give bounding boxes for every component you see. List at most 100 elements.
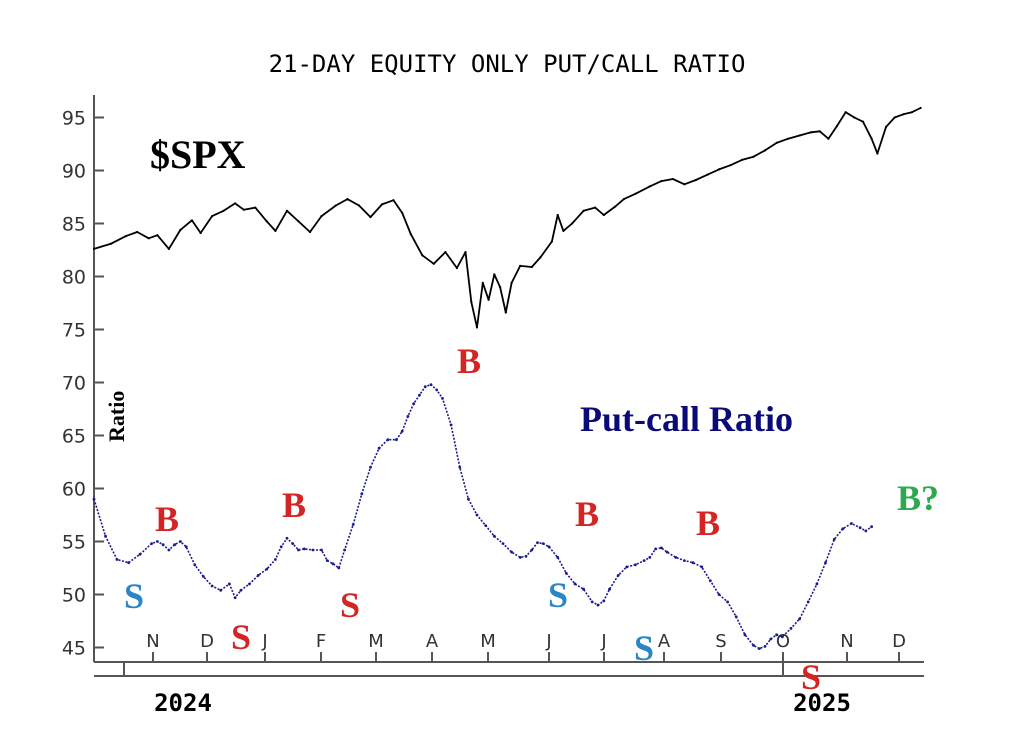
put-call-point — [824, 561, 827, 565]
spx-point — [614, 205, 617, 208]
spx-point — [556, 213, 559, 217]
spx-point — [818, 130, 821, 133]
put-call-series-line — [93, 383, 873, 650]
put-call-point — [510, 550, 513, 554]
put-call-point — [400, 429, 404, 433]
year-label: 2025 — [793, 689, 851, 717]
put-call-point — [789, 627, 793, 630]
put-call-point — [279, 545, 283, 549]
put-call-point — [202, 575, 205, 578]
put-call-point — [492, 534, 496, 538]
y-tick-label: 65 — [62, 426, 86, 448]
put-call-point — [524, 554, 528, 558]
put-call-point — [92, 497, 96, 501]
y-tick-label: 60 — [62, 479, 86, 501]
spx-point — [622, 198, 626, 201]
buy-signal-label: B — [696, 503, 720, 543]
month-label: S — [715, 631, 726, 652]
month-label: J — [600, 631, 606, 652]
spx-point — [285, 209, 289, 212]
spx-point — [499, 286, 502, 289]
spx-point — [827, 137, 830, 140]
put-call-point — [184, 545, 188, 549]
put-call-point — [518, 556, 522, 559]
put-call-point — [691, 561, 695, 565]
spx-point — [432, 262, 435, 265]
spx-point — [369, 216, 372, 219]
put-call-point — [127, 561, 130, 565]
put-call-point — [832, 538, 836, 541]
put-call-point — [608, 587, 611, 591]
put-call-point — [763, 645, 767, 648]
put-call-point — [343, 548, 346, 552]
spx-point — [254, 206, 257, 209]
spx-point — [464, 251, 467, 254]
spx-point — [519, 264, 522, 267]
put-call-point — [602, 599, 606, 603]
spx-point — [870, 137, 873, 140]
spx-point — [775, 141, 778, 144]
put-call-point — [530, 548, 534, 552]
put-call-point — [395, 438, 398, 442]
spx-point — [346, 198, 349, 201]
put-call-point — [864, 529, 868, 533]
put-call-point — [360, 492, 364, 496]
month-label: M — [368, 631, 384, 652]
put-call-series-label: Put-call Ratio — [580, 399, 793, 439]
put-call-point — [541, 542, 545, 545]
y-tick-label: 95 — [62, 108, 86, 130]
put-call-point — [423, 385, 427, 389]
put-call-point — [219, 588, 223, 592]
annotations: $SPX Put-call Ratio B B B B B B? S S S S S S — [124, 132, 939, 697]
y-axis-label: Ratio — [104, 391, 129, 442]
put-call-point — [590, 600, 594, 604]
put-call-point — [449, 423, 453, 427]
spx-point — [222, 209, 225, 212]
put-call-point — [616, 574, 620, 577]
spx-point — [156, 234, 159, 237]
put-call-point — [351, 523, 355, 526]
put-call-point — [173, 543, 177, 547]
spx-point — [798, 134, 801, 137]
spx-point — [392, 199, 395, 202]
spx-point — [876, 152, 879, 155]
spx-point — [884, 125, 888, 129]
put-call-point — [291, 542, 295, 545]
put-call-point — [429, 383, 433, 386]
spx-point — [683, 183, 686, 186]
spx-point — [199, 231, 202, 235]
spx-point — [190, 219, 193, 222]
put-call-point — [331, 562, 335, 566]
put-call-point — [841, 527, 845, 531]
put-call-point — [274, 558, 277, 561]
put-call-point — [769, 637, 773, 641]
month-label: J — [545, 631, 551, 652]
spx-point — [320, 215, 323, 218]
spx-point — [475, 326, 479, 329]
sell-signal-label: S — [124, 576, 144, 616]
put-call-point — [700, 565, 704, 569]
put-call-point — [752, 644, 755, 647]
spx-point — [919, 106, 922, 110]
spx-points — [92, 106, 922, 329]
spx-point — [167, 247, 170, 250]
put-call-point — [582, 587, 585, 591]
put-call-point — [467, 497, 470, 501]
spx-point — [902, 113, 905, 116]
put-call-point — [167, 548, 171, 552]
put-call-point — [337, 566, 341, 570]
put-call-point — [564, 571, 568, 575]
spx-point — [493, 273, 496, 276]
put-call-point — [648, 556, 652, 559]
buy-signal-label: B — [457, 341, 481, 381]
put-call-point — [683, 559, 686, 562]
spx-point — [481, 281, 484, 284]
spx-point — [740, 158, 744, 161]
spx-point — [861, 120, 865, 123]
month-label: M — [480, 631, 496, 652]
put-call-point — [717, 593, 721, 596]
put-call-point — [775, 633, 778, 637]
put-call-points — [92, 383, 873, 650]
sell-signal-label: S — [231, 617, 251, 657]
spx-point — [706, 173, 709, 176]
